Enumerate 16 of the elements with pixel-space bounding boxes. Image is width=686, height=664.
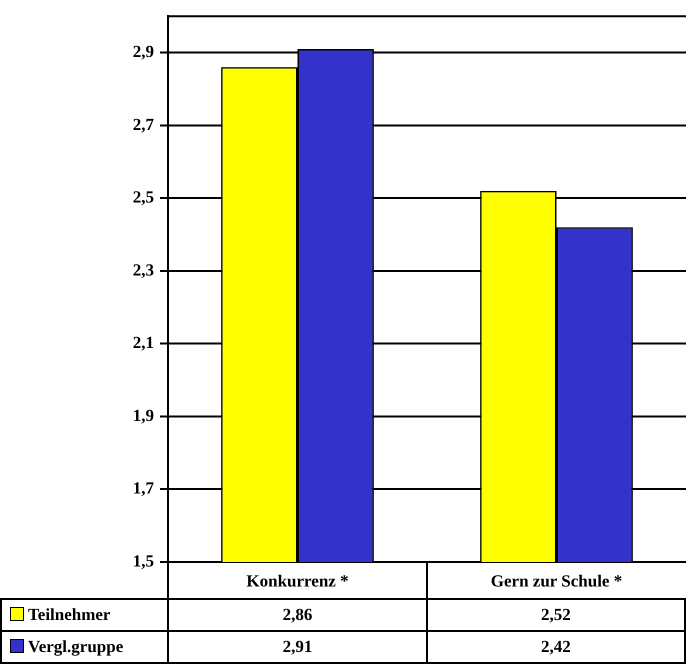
data-label: 2,42 xyxy=(426,631,685,663)
legend-label: Vergl.gruppe xyxy=(1,631,168,663)
x-tick-label: Gern zur Schule * xyxy=(490,572,622,591)
data-label: 2,52 xyxy=(426,599,685,631)
y-tick-label: 2,1 xyxy=(132,333,154,352)
y-tick-label: 2,7 xyxy=(132,114,154,134)
data-label: 2,91 xyxy=(168,631,427,663)
y-tick-label: 1,9 xyxy=(132,406,154,425)
y-tick-label: 2,9 xyxy=(132,42,154,61)
y-tick-label: 1,5 xyxy=(132,551,154,570)
data-label: 2,86 xyxy=(168,599,427,631)
y-tick-label: 2,3 xyxy=(132,260,154,280)
y-tick-label: 2,5 xyxy=(132,188,154,207)
x-tick-label: Konkurrenz * xyxy=(246,572,349,591)
legend-label: Teilnehmer xyxy=(1,599,168,631)
y-tick-label: 1,7 xyxy=(132,478,154,498)
